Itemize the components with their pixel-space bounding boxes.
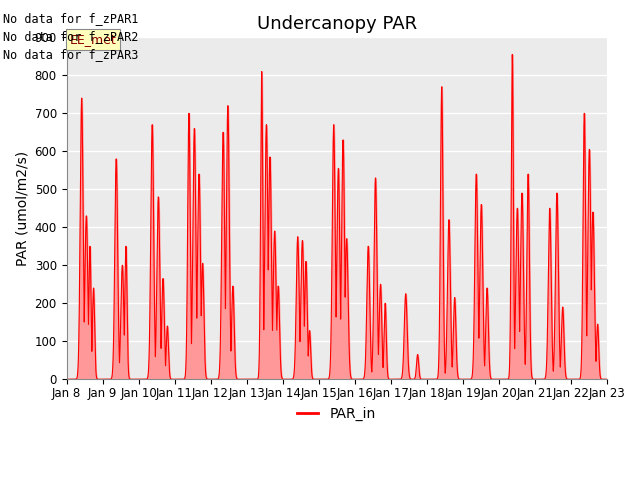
Text: No data for f_zPAR3: No data for f_zPAR3 xyxy=(3,48,139,61)
Text: No data for f_zPAR2: No data for f_zPAR2 xyxy=(3,30,139,43)
Text: No data for f_zPAR1: No data for f_zPAR1 xyxy=(3,12,139,25)
Legend: PAR_in: PAR_in xyxy=(292,402,381,427)
Title: Undercanopy PAR: Undercanopy PAR xyxy=(257,15,417,33)
Text: EE_met: EE_met xyxy=(69,33,116,46)
Y-axis label: PAR (umol/m2/s): PAR (umol/m2/s) xyxy=(15,151,29,266)
